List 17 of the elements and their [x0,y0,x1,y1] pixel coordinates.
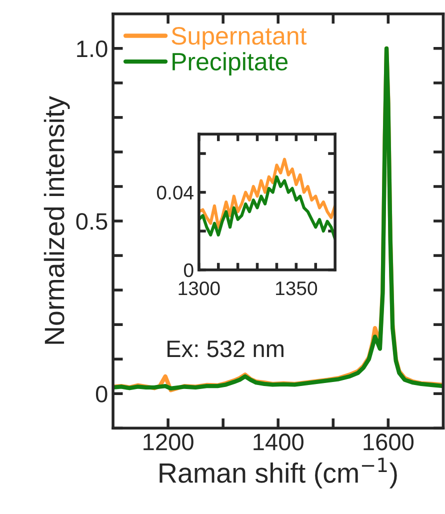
x-tick-label: 1350 [276,281,318,296]
y-tick-label: 0.5 [76,213,108,230]
y-tick-label: 1.0 [77,40,108,58]
y-axis-title: Normalized intensity [44,96,70,344]
line-series [198,158,336,229]
legend-label: Supernatant [172,27,307,50]
annotation: Ex: 532 nm [168,340,284,358]
x-tick-label: 1300 [178,281,220,296]
line-series [198,175,336,240]
x-tick-label: 1600 [364,434,414,450]
y-tick-label: 0 [184,263,194,278]
x-axis-title: Raman shift (cm$^{−1}$) [160,458,397,488]
legend-label: Precipitate [172,52,288,76]
x-tick-label: 1400 [254,434,304,450]
y-tick-label: 0.04 [156,186,194,200]
x-tick-label: 1200 [144,434,194,450]
y-tick-label: 0 [96,386,108,402]
